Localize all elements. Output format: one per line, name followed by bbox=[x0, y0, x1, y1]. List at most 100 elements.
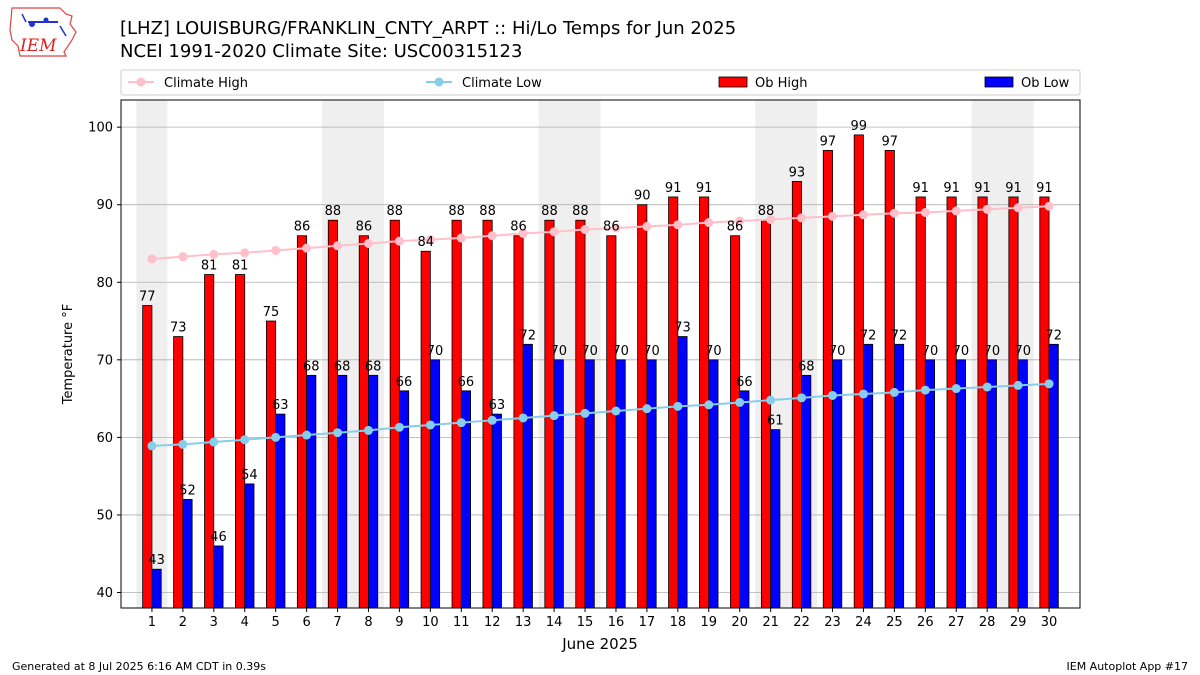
ob-high-bar-29 bbox=[1008, 196, 1019, 609]
ob-low-label-1: 43 bbox=[148, 553, 165, 568]
climate-high-point-3 bbox=[209, 249, 219, 259]
ob-low-label-10: 70 bbox=[427, 344, 444, 359]
climate-low-point-15 bbox=[580, 408, 590, 418]
x-tick-label-15: 15 bbox=[577, 615, 594, 630]
ob-low-label-17: 70 bbox=[643, 344, 660, 359]
legend-swatch-ob-high bbox=[718, 76, 748, 88]
x-tick-label-10: 10 bbox=[422, 615, 439, 630]
y-tick-label-80: 80 bbox=[96, 276, 113, 291]
ob-low-bar-26 bbox=[924, 359, 936, 609]
ob-high-bar-30 bbox=[1039, 196, 1050, 609]
climate-low-point-20 bbox=[735, 397, 745, 407]
ob-low-label-26: 70 bbox=[922, 344, 939, 359]
ob-low-bar-8 bbox=[368, 374, 379, 609]
y-tick-label-70: 70 bbox=[96, 353, 113, 368]
climate-high-point-21 bbox=[766, 214, 776, 224]
ob-low-bar-24 bbox=[863, 343, 874, 609]
climate-high-point-24 bbox=[858, 210, 868, 220]
ob-high-bar-6 bbox=[296, 235, 308, 609]
climate-low-point-19 bbox=[704, 400, 714, 410]
iem-logo: IEM bbox=[9, 7, 77, 57]
x-tick-label-30: 30 bbox=[1041, 615, 1058, 630]
climate-high-point-14 bbox=[549, 227, 559, 237]
x-tick-label-4: 4 bbox=[241, 615, 249, 630]
chart-title: [LHZ] LOUISBURG/FRANKLIN_CNTY_ARPT :: Hi… bbox=[120, 18, 736, 39]
ob-high-label-1: 77 bbox=[139, 290, 156, 305]
climate-high-point-18 bbox=[673, 220, 683, 230]
y-tick-label-90: 90 bbox=[96, 198, 113, 213]
ob-high-bar-8 bbox=[358, 235, 369, 609]
climate-low-point-23 bbox=[828, 390, 838, 400]
ob-high-bar-5 bbox=[265, 320, 277, 609]
ob-low-label-2: 52 bbox=[179, 483, 196, 498]
ob-low-label-9: 66 bbox=[396, 375, 413, 390]
y-tick-label-50: 50 bbox=[96, 508, 113, 523]
x-tick-label-23: 23 bbox=[824, 615, 841, 630]
climate-high-point-8 bbox=[363, 238, 373, 248]
ob-high-bar-12 bbox=[482, 219, 493, 609]
climate-low-point-11 bbox=[456, 418, 466, 428]
climate-low-point-4 bbox=[240, 435, 250, 445]
ob-low-label-23: 70 bbox=[829, 344, 846, 359]
y-axis-label: Temperature °F bbox=[61, 304, 76, 405]
x-axis-label: June 2025 bbox=[561, 635, 638, 653]
climate-high-point-23 bbox=[828, 211, 838, 221]
x-tick-label-28: 28 bbox=[979, 615, 996, 630]
x-tick-label-12: 12 bbox=[484, 615, 501, 630]
climate-high-point-30 bbox=[1044, 201, 1054, 211]
ob-low-label-11: 66 bbox=[458, 375, 475, 390]
x-tick-label-5: 5 bbox=[272, 615, 280, 630]
climate-high-point-26 bbox=[920, 207, 930, 217]
ob-high-label-15: 88 bbox=[572, 204, 589, 219]
climate-low-point-25 bbox=[889, 387, 899, 397]
climate-low-point-14 bbox=[549, 411, 559, 421]
ob-low-label-19: 70 bbox=[705, 344, 722, 359]
y-axis: 40 50 60 70 80 90 100 bbox=[88, 121, 121, 601]
y-tick-label-60: 60 bbox=[96, 431, 113, 446]
ob-high-label-20: 86 bbox=[727, 220, 744, 235]
climate-low-point-27 bbox=[951, 384, 961, 394]
climate-high-point-7 bbox=[333, 241, 343, 251]
legend-marker-climate-high bbox=[136, 77, 146, 87]
climate-low-point-21 bbox=[766, 395, 776, 405]
ob-high-label-21: 88 bbox=[758, 204, 775, 219]
climate-lines bbox=[147, 201, 1054, 451]
ob-high-label-9: 88 bbox=[387, 204, 404, 219]
ob-high-bar-10 bbox=[420, 250, 431, 609]
x-tick-label-24: 24 bbox=[855, 615, 872, 630]
ob-low-label-12: 63 bbox=[489, 398, 506, 413]
ob-high-bar-26 bbox=[915, 196, 926, 609]
y-tick-label-40: 40 bbox=[96, 586, 113, 601]
ob-low-bar-13 bbox=[522, 343, 533, 609]
climate-low-point-6 bbox=[302, 430, 312, 440]
ob-low-bar-22 bbox=[801, 374, 812, 609]
ob-low-label-28: 70 bbox=[984, 344, 1001, 359]
climate-low-point-2 bbox=[178, 439, 188, 449]
ob-low-bar-2 bbox=[182, 499, 193, 609]
climate-high-point-4 bbox=[240, 248, 250, 258]
x-tick-label-8: 8 bbox=[364, 615, 372, 630]
climate-high-point-19 bbox=[704, 218, 714, 228]
ob-high-label-27: 91 bbox=[943, 181, 960, 196]
climate-high-point-12 bbox=[487, 231, 497, 241]
ob-low-label-8: 68 bbox=[365, 359, 382, 374]
ob-low-bar-28 bbox=[986, 359, 997, 609]
chart-subtitle: NCEI 1991-2020 Climate Site: USC00315123 bbox=[120, 41, 522, 62]
legend-label-ob-low: Ob Low bbox=[1021, 76, 1070, 91]
ob-high-label-16: 86 bbox=[603, 220, 620, 235]
ob-high-label-19: 91 bbox=[696, 181, 713, 196]
climate-high-line bbox=[151, 205, 1050, 260]
climate-high-point-22 bbox=[797, 213, 807, 223]
ob-high-label-7: 88 bbox=[325, 204, 342, 219]
climate-low-point-30 bbox=[1044, 379, 1054, 389]
climate-low-point-9 bbox=[394, 422, 404, 432]
ob-high-label-11: 88 bbox=[448, 204, 465, 219]
ob-low-label-24: 72 bbox=[860, 328, 877, 343]
climate-low-point-18 bbox=[673, 401, 683, 411]
ob-high-label-24: 99 bbox=[851, 119, 868, 134]
ob-high-bar-25 bbox=[884, 150, 895, 609]
ob-low-bar-10 bbox=[429, 359, 441, 609]
x-tick-label-21: 21 bbox=[762, 615, 779, 630]
generated-timestamp: Generated at 8 Jul 2025 6:16 AM CDT in 0… bbox=[12, 660, 266, 673]
